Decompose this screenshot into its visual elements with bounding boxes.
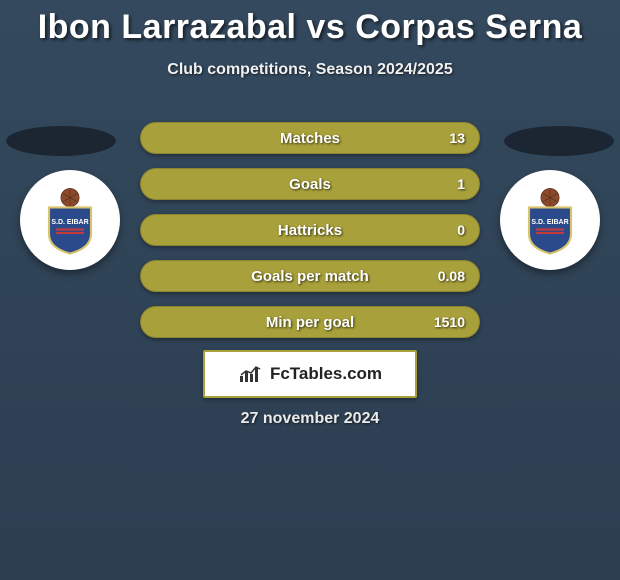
subtitle: Club competitions, Season 2024/2025 <box>0 61 620 79</box>
club-logo-right: S.D. EIBAR <box>500 170 600 270</box>
club-crest-icon: S.D. EIBAR <box>515 185 585 255</box>
stat-label: Goals per match <box>251 268 369 285</box>
stat-bar-matches: Matches 13 <box>140 122 480 154</box>
stat-value-right: 1510 <box>434 314 465 330</box>
stat-bar-hattricks: Hattricks 0 <box>140 214 480 246</box>
stat-label: Hattricks <box>278 222 342 239</box>
stat-bar-goals: Goals 1 <box>140 168 480 200</box>
watermark: FcTables.com <box>203 350 417 398</box>
stat-label: Matches <box>280 130 340 147</box>
stat-value-right: 1 <box>457 176 465 192</box>
stat-label: Min per goal <box>266 314 354 331</box>
club-logo-left: S.D. EIBAR <box>20 170 120 270</box>
date-text: 27 november 2024 <box>0 410 620 428</box>
svg-text:S.D. EIBAR: S.D. EIBAR <box>51 219 88 226</box>
chart-icon <box>238 364 264 384</box>
watermark-text: FcTables.com <box>270 364 382 384</box>
page-title: Ibon Larrazabal vs Corpas Serna <box>0 0 620 47</box>
player-shadow-left <box>6 126 116 156</box>
stat-value-right: 13 <box>449 130 465 146</box>
stat-label: Goals <box>289 176 331 193</box>
player-shadow-right <box>504 126 614 156</box>
stats-bars: Matches 13 Goals 1 Hattricks 0 Goals per… <box>140 122 480 338</box>
stat-value-right: 0 <box>457 222 465 238</box>
stat-bar-goals-per-match: Goals per match 0.08 <box>140 260 480 292</box>
club-crest-icon: S.D. EIBAR <box>35 185 105 255</box>
stat-bar-min-per-goal: Min per goal 1510 <box>140 306 480 338</box>
svg-text:S.D. EIBAR: S.D. EIBAR <box>531 219 568 226</box>
stat-value-right: 0.08 <box>438 268 465 284</box>
